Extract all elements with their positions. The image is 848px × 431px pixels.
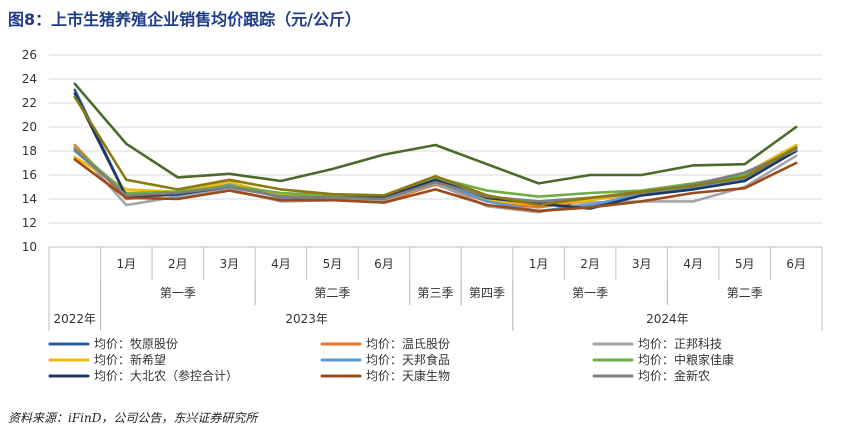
quarter-label: 第二季 [727, 286, 763, 300]
x-tick-label: 1月 [116, 257, 136, 271]
series-line-10 [73, 82, 798, 185]
series-line-11 [73, 95, 798, 207]
y-tick-label: 18 [22, 144, 37, 158]
legend-entry: 均价：温氏股份 [366, 337, 450, 351]
x-tick-label: 6月 [374, 257, 394, 271]
x-tick-label: 4月 [271, 257, 291, 271]
x-tick-label: 5月 [735, 257, 755, 271]
y-tick-label: 22 [22, 96, 37, 110]
year-label: 2024年 [646, 312, 689, 326]
y-tick-label: 14 [22, 192, 37, 206]
series-lines [73, 82, 798, 214]
legend-entry: 均价：新希望 [94, 352, 166, 367]
legend-entry: 均价：天康生物 [366, 368, 450, 383]
year-label: 2022年 [53, 312, 96, 326]
quarter-label: 第三季 [417, 286, 453, 300]
x-tick-label: 2月 [580, 257, 600, 271]
axes: 10 12 14 16 18 20 22 24 26 1月 2月 3月 4月 5月 6月 1月 2月 3月 4月 5月… [22, 48, 823, 331]
x-tick-label: 1月 [529, 257, 549, 271]
year-label: 2023年 [285, 312, 328, 326]
x-tick-label: 4月 [683, 257, 703, 271]
y-tick-label: 24 [22, 72, 37, 86]
x-tick-label: 5月 [323, 257, 343, 271]
x-tick-label: 3月 [220, 257, 240, 271]
quarter-label: 第二季 [314, 286, 350, 300]
chart-title: 图8：上市生猪养殖企业销售均价跟踪（元/公斤） [8, 10, 361, 29]
gridlines [49, 54, 822, 248]
quarter-label: 第四季 [469, 286, 505, 300]
x-tick-label: 3月 [632, 257, 652, 271]
source-note: 资料来源：iFinD，公司公告，东兴证券研究所 [8, 411, 258, 425]
y-tick-label: 10 [22, 240, 37, 254]
legend-entry: 均价：牧原股份 [94, 337, 178, 351]
y-tick-label: 20 [22, 120, 37, 134]
legend-entry: 均价：大北农（参控合计） [94, 368, 238, 383]
legend-entry: 均价：中粮家佳康 [638, 352, 734, 367]
x-tick-label: 2月 [168, 257, 188, 271]
y-tick-label: 26 [22, 48, 37, 62]
legend-entry: 均价：金新农 [638, 368, 710, 383]
y-tick-label: 12 [22, 216, 37, 230]
series-line-8 [73, 158, 798, 213]
legend-entry: 均价：正邦科技 [638, 337, 722, 351]
y-tick-label: 16 [22, 168, 37, 182]
quarter-label: 第一季 [160, 286, 196, 300]
legend-entry: 均价：天邦食品 [366, 352, 450, 367]
x-tick-label: 6月 [786, 257, 806, 271]
quarter-label: 第一季 [572, 286, 608, 300]
